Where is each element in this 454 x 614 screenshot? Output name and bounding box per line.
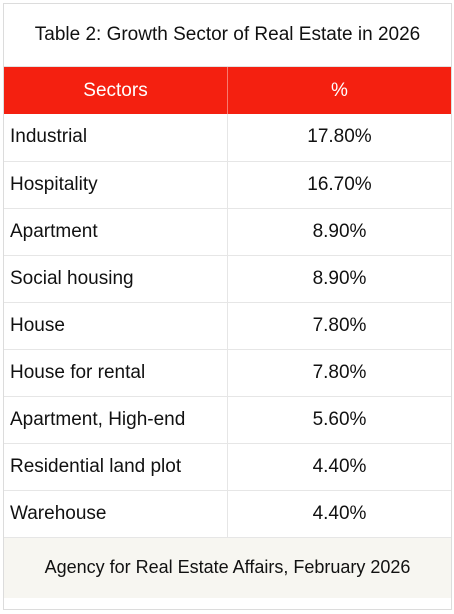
table-row: House 7.80%	[4, 302, 451, 350]
sector-cell: Hospitality	[4, 161, 228, 209]
table-title: Table 2: Growth Sector of Real Estate in…	[4, 4, 451, 67]
table-header-row: Sectors %	[4, 67, 451, 114]
percent-cell: 8.90%	[227, 255, 451, 303]
table-row: Industrial 17.80%	[4, 114, 451, 162]
source-footer: Agency for Real Estate Affairs, February…	[4, 537, 451, 598]
table-row: House for rental 7.80%	[4, 349, 451, 397]
sector-table: Sectors % Industrial 17.80% Hospitality …	[4, 67, 451, 538]
sector-cell: Warehouse	[4, 490, 228, 538]
percent-cell: 4.40%	[227, 443, 451, 491]
percent-cell: 7.80%	[227, 302, 451, 350]
column-header-sectors: Sectors	[4, 67, 228, 114]
table-row: Warehouse 4.40%	[4, 490, 451, 538]
table-row: Residential land plot 4.40%	[4, 443, 451, 491]
percent-cell: 7.80%	[227, 349, 451, 397]
sector-cell: House	[4, 302, 228, 350]
percent-cell: 16.70%	[227, 161, 451, 209]
table-row: Apartment, High-end 5.60%	[4, 396, 451, 444]
sector-cell: Industrial	[4, 114, 228, 162]
percent-cell: 8.90%	[227, 208, 451, 256]
sector-cell: House for rental	[4, 349, 228, 397]
sector-cell: Residential land plot	[4, 443, 228, 491]
sector-cell: Apartment, High-end	[4, 396, 228, 444]
percent-cell: 17.80%	[227, 114, 451, 162]
table-row: Hospitality 16.70%	[4, 161, 451, 209]
table-row: Social housing 8.90%	[4, 255, 451, 303]
data-table-card: Table 2: Growth Sector of Real Estate in…	[3, 3, 452, 610]
percent-cell: 5.60%	[227, 396, 451, 444]
percent-cell: 4.40%	[227, 490, 451, 538]
sector-cell: Apartment	[4, 208, 228, 256]
table-row: Apartment 8.90%	[4, 208, 451, 256]
column-header-percent: %	[227, 67, 451, 114]
sector-cell: Social housing	[4, 255, 228, 303]
